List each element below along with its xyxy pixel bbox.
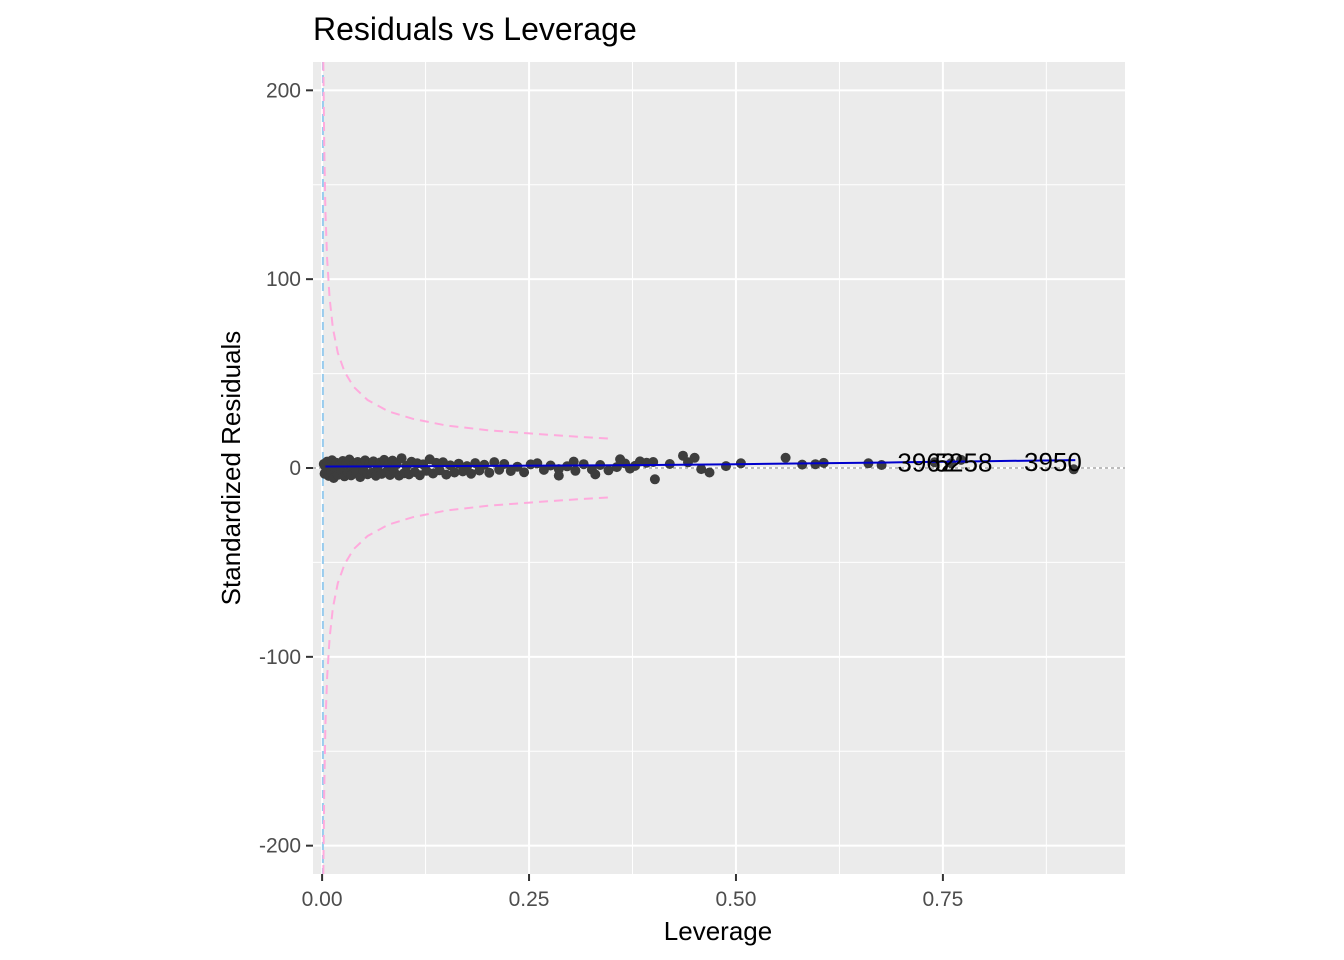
x-axis-title: Leverage — [664, 916, 772, 946]
data-point — [484, 467, 495, 478]
data-point — [689, 452, 700, 463]
data-point — [449, 467, 460, 478]
y-axis-title: Standardized Residuals — [216, 331, 246, 606]
data-point — [704, 467, 715, 478]
data-point — [590, 469, 601, 480]
data-point — [946, 458, 957, 469]
data-point — [615, 454, 626, 465]
cooks-distance-contours — [322, 61, 612, 875]
y-tick-label: -100 — [259, 646, 301, 669]
data-point — [780, 452, 791, 463]
cooks-contour-upper — [322, 61, 612, 440]
data-point — [519, 467, 530, 478]
point-annotation: 3950 — [1024, 447, 1082, 477]
point-annotation: 3962 — [897, 448, 955, 478]
data-point — [1068, 464, 1079, 475]
y-tick-label: -200 — [259, 835, 301, 858]
data-point — [441, 469, 452, 480]
point-annotation: 5258 — [935, 447, 993, 477]
y-tick-label: 100 — [266, 268, 301, 291]
cooks-contour-lower — [322, 496, 612, 875]
data-point — [721, 461, 731, 472]
x-tick-label: 0.00 — [302, 888, 343, 911]
data-point — [696, 464, 707, 475]
data-point — [578, 459, 589, 470]
smooth-line-layer — [325, 459, 1076, 468]
data-point — [466, 468, 477, 479]
data-point — [396, 453, 407, 464]
smooth-line — [325, 459, 1076, 468]
data-point — [570, 465, 581, 476]
x-tick-label: 0.75 — [922, 888, 963, 911]
data-point — [797, 459, 808, 470]
chart-title: Residuals vs Leverage — [313, 11, 637, 47]
x-tick-label: 0.25 — [509, 888, 550, 911]
y-tick-label: 0 — [289, 457, 301, 480]
data-point — [479, 459, 490, 470]
y-axis: -200 -100 0 100 200 — [259, 79, 313, 858]
data-point — [649, 474, 660, 485]
data-point — [489, 457, 500, 468]
data-point — [553, 470, 564, 481]
data-point — [568, 456, 579, 467]
point-annotations: 3962 3950 5258 — [897, 447, 1081, 478]
x-tick-label: 0.50 — [716, 888, 757, 911]
x-axis: 0.00 0.25 0.50 0.75 — [302, 874, 963, 911]
y-tick-label: 200 — [266, 79, 301, 102]
data-point — [603, 465, 614, 476]
